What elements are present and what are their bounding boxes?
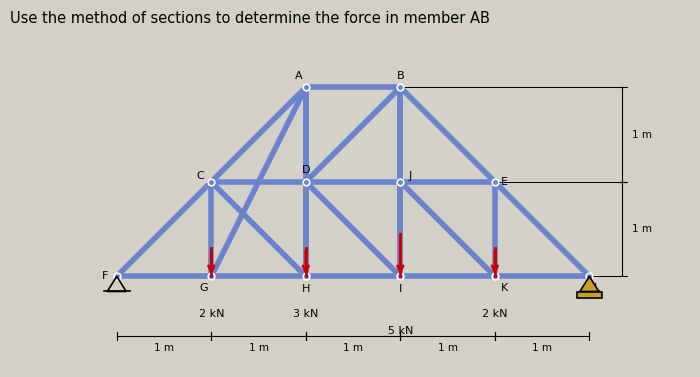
Text: C: C bbox=[196, 171, 204, 181]
Text: 1 m: 1 m bbox=[632, 224, 652, 234]
Text: 2 kN: 2 kN bbox=[199, 310, 224, 319]
Text: G: G bbox=[199, 283, 208, 293]
Text: 1 m: 1 m bbox=[154, 343, 174, 352]
Text: 1 m: 1 m bbox=[438, 343, 458, 352]
Text: 5 kN: 5 kN bbox=[388, 325, 413, 336]
Text: 2 kN: 2 kN bbox=[482, 310, 508, 319]
Text: 1 m: 1 m bbox=[248, 343, 269, 352]
Text: I: I bbox=[399, 284, 402, 294]
Text: 1 m: 1 m bbox=[632, 130, 652, 139]
Text: J: J bbox=[408, 171, 412, 181]
Bar bbox=[577, 292, 602, 298]
Text: 1 m: 1 m bbox=[343, 343, 363, 352]
Text: Use the method of sections to determine the force in member AB: Use the method of sections to determine … bbox=[10, 11, 491, 26]
Text: 1 m: 1 m bbox=[532, 343, 552, 352]
Text: F: F bbox=[102, 271, 108, 281]
Text: 3 kN: 3 kN bbox=[293, 310, 319, 319]
Polygon shape bbox=[580, 276, 598, 291]
Text: A: A bbox=[295, 71, 302, 81]
Text: B: B bbox=[396, 71, 404, 81]
Text: E: E bbox=[500, 177, 508, 187]
Text: K: K bbox=[500, 283, 508, 293]
Text: H: H bbox=[302, 284, 310, 294]
Text: L: L bbox=[594, 283, 600, 293]
Text: D: D bbox=[302, 166, 310, 175]
